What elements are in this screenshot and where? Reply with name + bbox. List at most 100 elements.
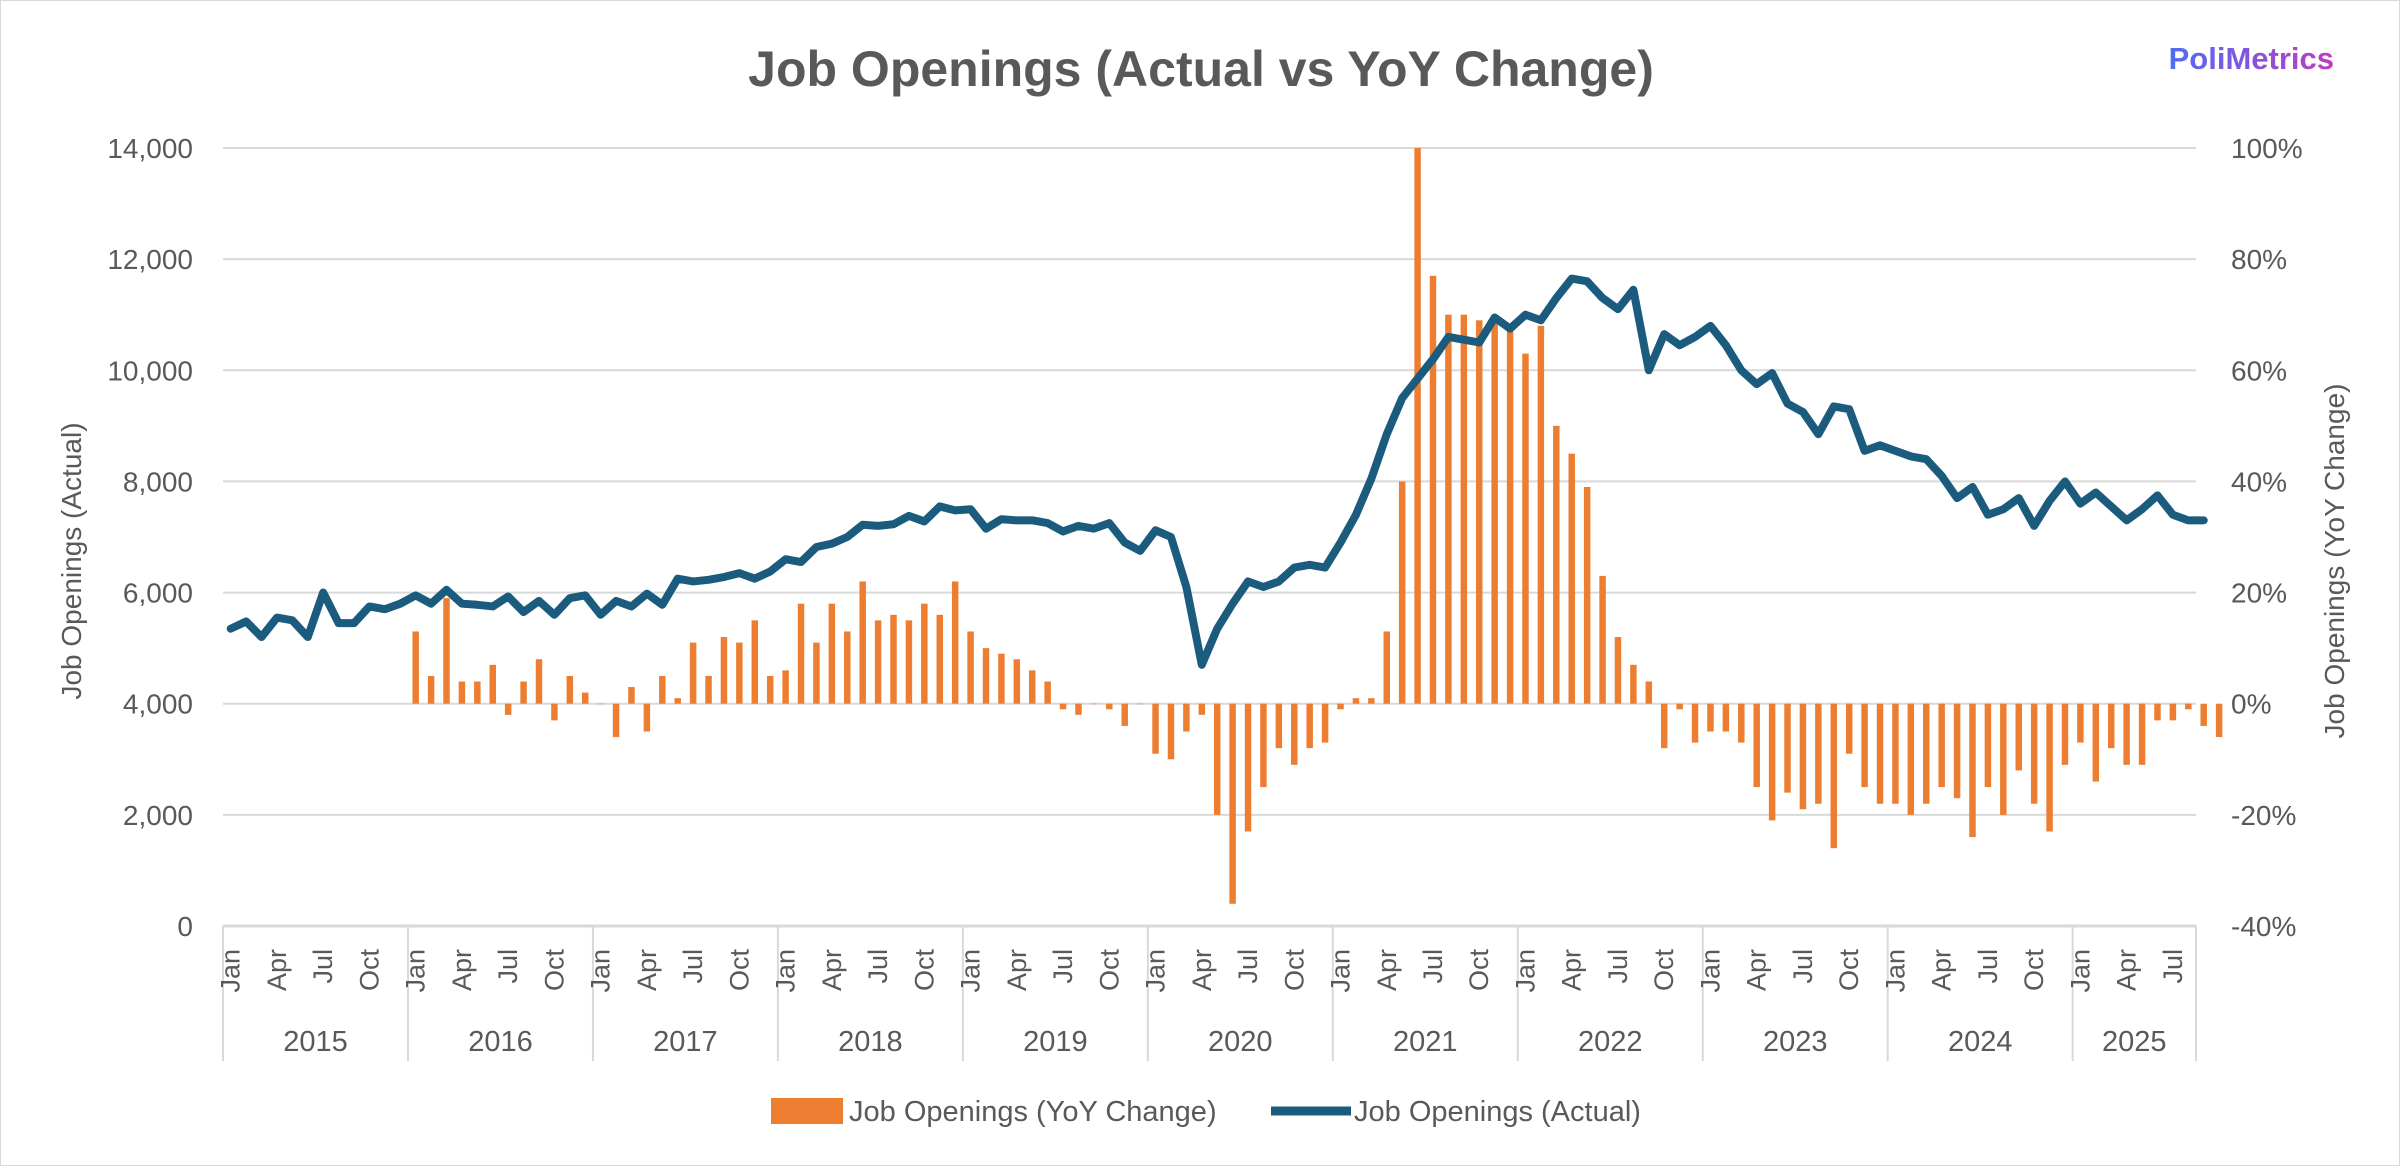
yoy-bar bbox=[504, 703, 512, 715]
month-tick-label: Jul bbox=[1973, 949, 2003, 984]
yoy-bar bbox=[1876, 703, 1884, 804]
yoy-bar bbox=[1707, 703, 1714, 732]
yoy-bar bbox=[1352, 698, 1360, 704]
yoy-bars bbox=[412, 148, 2223, 904]
month-tick-label: Oct bbox=[539, 949, 569, 992]
yoy-bar bbox=[1244, 703, 1252, 832]
yoy-bar bbox=[1306, 703, 1313, 749]
month-tick-label: Jul bbox=[863, 949, 893, 984]
yoy-bar bbox=[890, 614, 897, 704]
yoy-bar bbox=[520, 681, 527, 704]
year-label: 2015 bbox=[283, 1026, 348, 1058]
month-tick-label: Jul bbox=[1603, 949, 1633, 984]
left-tick-label: 2,000 bbox=[123, 800, 193, 831]
right-tick-label: -20% bbox=[2231, 800, 2296, 831]
yoy-bar bbox=[1830, 703, 1837, 849]
month-tick-label: Oct bbox=[1834, 949, 1864, 992]
left-tick-label: 4,000 bbox=[123, 689, 193, 720]
yoy-bar bbox=[1614, 637, 1622, 704]
yoy-bar bbox=[1167, 703, 1175, 760]
yoy-bar bbox=[2200, 703, 2207, 726]
yoy-bar bbox=[1013, 659, 1021, 704]
yoy-bar bbox=[2169, 703, 2177, 721]
yoy-bar bbox=[1815, 703, 1822, 804]
left-tick-label: 8,000 bbox=[123, 466, 193, 497]
yoy-bar bbox=[2015, 703, 2022, 771]
yoy-bar bbox=[1923, 703, 1930, 804]
yoy-bar bbox=[2123, 703, 2130, 765]
yoy-bar bbox=[2092, 703, 2100, 782]
yoy-bar bbox=[1537, 325, 1545, 704]
gridlines bbox=[223, 147, 2196, 816]
month-tick-label: Jul bbox=[308, 949, 338, 984]
month-tick-label: Apr bbox=[1927, 949, 1957, 991]
right-tick-label: 100% bbox=[2231, 133, 2303, 164]
yoy-bar bbox=[1691, 703, 1699, 743]
month-tick-label: Jan bbox=[216, 949, 246, 993]
yoy-bar bbox=[828, 603, 836, 704]
yoy-bar bbox=[2000, 703, 2007, 815]
yoy-bar bbox=[1368, 698, 1375, 704]
yoy-bar bbox=[1059, 703, 1067, 710]
month-tick-label: Jan bbox=[1696, 949, 1726, 993]
legend-swatch-yoy bbox=[771, 1098, 843, 1124]
yoy-bar bbox=[844, 631, 851, 704]
yoy-bar bbox=[1953, 703, 1961, 799]
month-tick-label: Jul bbox=[493, 949, 523, 984]
yoy-bar bbox=[458, 681, 466, 704]
month-tick-label: Jul bbox=[1418, 949, 1448, 984]
yoy-bar bbox=[2215, 703, 2223, 738]
year-label: 2020 bbox=[1208, 1026, 1273, 1058]
yoy-bar bbox=[2061, 703, 2069, 765]
yoy-bar bbox=[551, 703, 558, 721]
legend: Job Openings (YoY Change) Job Openings (… bbox=[771, 1096, 1641, 1128]
yoy-bar bbox=[936, 614, 943, 704]
yoy-bar bbox=[1984, 703, 1992, 788]
yoy-bar bbox=[659, 675, 666, 704]
yoy-bar bbox=[1845, 703, 1853, 754]
chart-title: Job Openings (Actual vs YoY Change) bbox=[748, 41, 1654, 97]
yoy-bar bbox=[1722, 703, 1730, 732]
yoy-bar bbox=[1645, 681, 1653, 704]
yoy-bar bbox=[1892, 703, 1899, 804]
month-tick-label: Oct bbox=[1649, 949, 1679, 992]
yoy-bar bbox=[705, 675, 712, 704]
right-axis-label: Job Openings (YoY Change) bbox=[2319, 384, 2350, 739]
month-tick-label: Jan bbox=[956, 949, 986, 993]
year-label: 2023 bbox=[1763, 1026, 1828, 1058]
yoy-bar bbox=[427, 675, 435, 704]
year-label: 2018 bbox=[838, 1026, 903, 1058]
month-tick-label: Apr bbox=[632, 949, 662, 991]
month-tick-label: Apr bbox=[2112, 949, 2142, 991]
yoy-bar bbox=[2030, 703, 2038, 804]
yoy-bar bbox=[921, 603, 928, 704]
left-tick-label: 12,000 bbox=[107, 244, 193, 275]
yoy-bar bbox=[597, 703, 604, 705]
left-tick-label: 0 bbox=[177, 911, 193, 942]
month-tick-label: Jul bbox=[1048, 949, 1078, 984]
month-tick-label: Jan bbox=[586, 949, 616, 993]
yoy-bar bbox=[720, 637, 728, 704]
yoy-bar bbox=[412, 631, 419, 704]
yoy-bar bbox=[1476, 320, 1483, 704]
month-tick-label: Jan bbox=[1141, 949, 1171, 993]
year-label: 2025 bbox=[2102, 1026, 2167, 1058]
yoy-bar bbox=[474, 681, 481, 704]
yoy-bar bbox=[1969, 703, 1976, 838]
yoy-bar bbox=[813, 642, 820, 704]
yoy-bar bbox=[982, 648, 990, 704]
yoy-bar bbox=[1229, 703, 1236, 904]
year-label: 2022 bbox=[1578, 1026, 1643, 1058]
month-tick-label: Oct bbox=[909, 949, 939, 992]
month-tick-label: Jan bbox=[401, 949, 431, 993]
yoy-bar bbox=[1136, 703, 1144, 705]
yoy-bar bbox=[967, 631, 974, 704]
month-tick-label: Jan bbox=[1880, 949, 1910, 993]
month-tick-label: Oct bbox=[2019, 949, 2049, 992]
year-label: 2017 bbox=[653, 1026, 718, 1058]
month-tick-label: Jul bbox=[1788, 949, 1818, 984]
month-tick-label: Apr bbox=[262, 949, 292, 991]
month-tick-label: Jan bbox=[1326, 949, 1356, 993]
yoy-bar bbox=[1738, 703, 1745, 743]
